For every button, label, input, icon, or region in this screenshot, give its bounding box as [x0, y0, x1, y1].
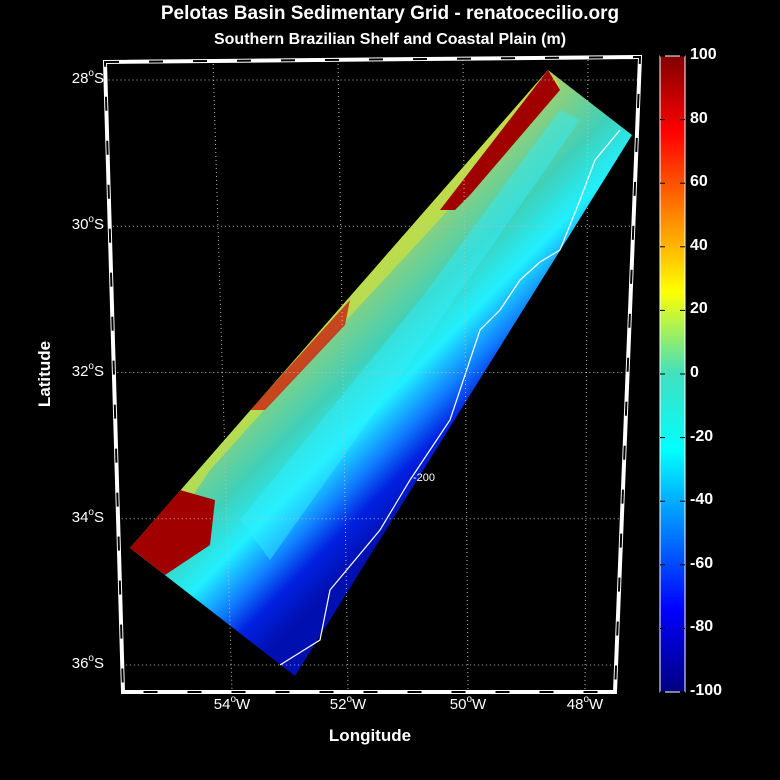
- colorbar-tick-label: 100: [690, 46, 717, 63]
- lon-tick-label: 54oW: [213, 694, 251, 713]
- lat-tick-label: 36oS: [71, 653, 104, 672]
- lat-tick-label: 28oS: [71, 68, 104, 87]
- colorbar-tick-label: -80: [690, 618, 714, 636]
- colorbar-tick-label: -20: [690, 427, 714, 445]
- contour-200m: [279, 129, 621, 666]
- x-axis-label: Longitude: [328, 726, 412, 745]
- chart-title: Pelotas Basin Sedimentary Grid - renatoc…: [160, 3, 620, 24]
- colorbar-tick-label: 40: [690, 236, 708, 254]
- lon-tick-label: 52oW: [329, 694, 367, 713]
- lat-tick-label: 32oS: [71, 360, 104, 380]
- colorbar-tick-label: 20: [690, 300, 708, 318]
- colorbar-tick-label: 80: [690, 109, 708, 127]
- colorbar-tick-label: 60: [690, 173, 708, 191]
- lon-tick-label: 48oW: [566, 694, 604, 713]
- colorbar-tick-label: -60: [690, 554, 714, 572]
- lat-tick-label: 30oS: [71, 214, 104, 234]
- graticule: [108, 59, 638, 691]
- colorbar-tick-label: -100: [690, 682, 723, 699]
- chart-subtitle: Southern Brazilian Shelf and Coastal Pla…: [213, 31, 567, 48]
- lon-tick-label: 50oW: [449, 694, 487, 713]
- colorbar-tick-label: 0: [690, 364, 699, 381]
- colorbar-tick-label: -40: [690, 491, 714, 509]
- lat-tick-label: 34oS: [71, 506, 104, 526]
- sediment-grid-strip: [130, 70, 632, 676]
- colorbar-ticks: [660, 55, 685, 693]
- map-frame: [102, 54, 643, 694]
- contour-label: -200: [413, 472, 435, 484]
